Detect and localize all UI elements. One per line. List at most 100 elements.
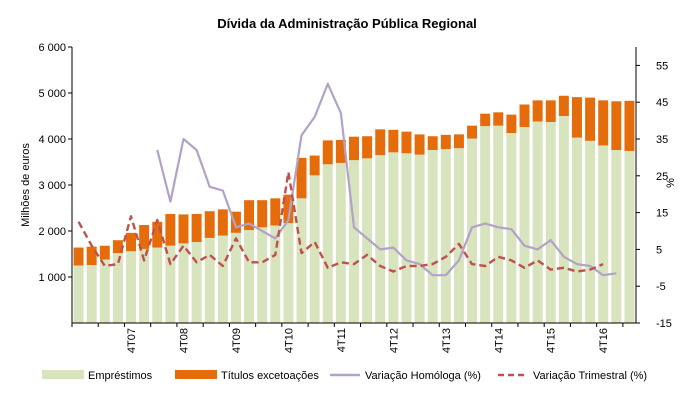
bar-emprestimos — [204, 237, 215, 323]
bar-emprestimos — [86, 265, 97, 323]
y-left-tick-label: 5 000 — [38, 88, 66, 100]
bar-emprestimos — [152, 247, 163, 323]
legend-label: Variação Trimestral (%) — [533, 370, 647, 382]
y-right-tick-label: -15 — [656, 318, 672, 330]
bar-emprestimos — [191, 242, 202, 323]
y-right-tick-label: 15 — [656, 208, 668, 220]
x-tick-label: 4T08 — [179, 328, 191, 353]
lines-group — [77, 82, 617, 277]
bar-titulos — [427, 136, 438, 151]
bar-emprestimos — [349, 160, 359, 323]
bar-titulos — [139, 225, 150, 249]
bar-emprestimos — [309, 175, 320, 323]
bar-titulos — [335, 139, 346, 163]
y-axis-right-label: % — [665, 178, 677, 188]
bar-emprestimos — [257, 227, 268, 323]
y-axis-left-label: Milhões de euros — [20, 143, 32, 227]
bar-titulos — [440, 134, 451, 150]
y-right-tick-label: 45 — [656, 97, 668, 109]
bar-emprestimos — [401, 153, 412, 323]
bar-titulos — [99, 245, 110, 260]
bar-titulos — [204, 211, 215, 238]
bar-titulos — [401, 131, 412, 154]
bar-emprestimos — [73, 265, 84, 323]
bar-emprestimos — [440, 149, 451, 323]
bar-titulos — [270, 198, 281, 226]
bar-titulos — [126, 232, 137, 252]
bar-emprestimos — [139, 248, 150, 323]
bar-titulos — [191, 213, 202, 243]
bar-emprestimos — [244, 230, 255, 323]
bar-emprestimos — [99, 259, 110, 323]
axes-group: 1 000 2 000 3 000 4 000 5 000 6 000 -15 -5 5 15 25… — [38, 42, 671, 353]
bar-titulos — [571, 97, 582, 138]
x-tick-label: 4T12 — [388, 328, 400, 353]
bar-emprestimos — [519, 127, 530, 323]
bar-emprestimos — [545, 121, 556, 323]
bar-titulos — [480, 113, 491, 127]
bar-emprestimos — [467, 138, 478, 323]
bars-group — [73, 95, 635, 324]
bar-titulos — [611, 101, 622, 151]
bar-emprestimos — [126, 251, 137, 323]
bar-emprestimos — [283, 223, 294, 323]
x-tick-label: 4T11 — [336, 328, 348, 352]
y-left-tick-label: 6 000 — [38, 42, 66, 54]
bar-titulos — [585, 97, 596, 141]
bar-titulos — [532, 100, 543, 122]
bar-titulos — [309, 155, 320, 176]
bar-emprestimos — [362, 158, 373, 323]
bar-emprestimos — [375, 155, 386, 323]
bar-titulos — [165, 213, 176, 246]
y-right-tick-label: 35 — [656, 134, 668, 146]
bar-titulos — [388, 129, 399, 153]
bar-emprestimos — [388, 152, 399, 323]
bar-emprestimos — [270, 225, 281, 323]
bar-titulos — [362, 136, 373, 159]
bar-emprestimos — [165, 245, 176, 323]
bar-titulos — [506, 114, 517, 134]
bar-emprestimos — [624, 150, 635, 323]
bar-emprestimos — [571, 137, 582, 323]
bar-titulos — [414, 134, 425, 155]
bar-titulos — [375, 129, 386, 156]
bar-emprestimos — [322, 164, 333, 323]
bar-titulos — [467, 125, 478, 139]
bar-emprestimos — [296, 198, 307, 323]
bar-titulos — [283, 194, 294, 224]
x-tick-label: 4T14 — [493, 328, 505, 353]
bar-emprestimos — [532, 121, 543, 324]
x-tick-label: 4T15 — [546, 328, 558, 353]
bar-emprestimos — [493, 125, 504, 323]
legend-label: Variação Homóloga (%) — [365, 370, 481, 382]
bar-emprestimos — [414, 154, 425, 323]
bar-titulos — [598, 100, 609, 146]
y-left-tick-label: 1 000 — [38, 272, 66, 284]
y-right-tick-label: 55 — [656, 60, 668, 72]
bar-titulos — [257, 200, 268, 228]
bar-titulos — [296, 157, 307, 199]
bar-emprestimos — [506, 133, 517, 323]
bar-emprestimos — [585, 140, 596, 323]
bar-titulos — [349, 136, 359, 161]
chart-title: Dívida da Administração Pública Regional — [217, 16, 477, 31]
bar-titulos — [545, 100, 556, 122]
bar-titulos — [230, 211, 241, 233]
x-tick-label: 4T16 — [598, 328, 610, 353]
bar-titulos — [624, 100, 635, 151]
bar-emprestimos — [178, 243, 189, 323]
legend-swatch — [175, 370, 217, 379]
legend: Empréstimos Títulos excetoações Variação H… — [42, 370, 647, 382]
x-tick-label: 4T07 — [126, 328, 138, 353]
bar-titulos — [178, 214, 189, 244]
bar-emprestimos — [611, 150, 622, 323]
legend-label: Títulos excetoações — [221, 370, 319, 382]
bar-titulos — [558, 95, 569, 116]
bar-emprestimos — [453, 148, 464, 323]
bar-titulos — [73, 247, 84, 266]
y-right-tick-label: -5 — [656, 281, 666, 293]
bar-titulos — [217, 209, 228, 236]
bar-emprestimos — [112, 253, 123, 323]
